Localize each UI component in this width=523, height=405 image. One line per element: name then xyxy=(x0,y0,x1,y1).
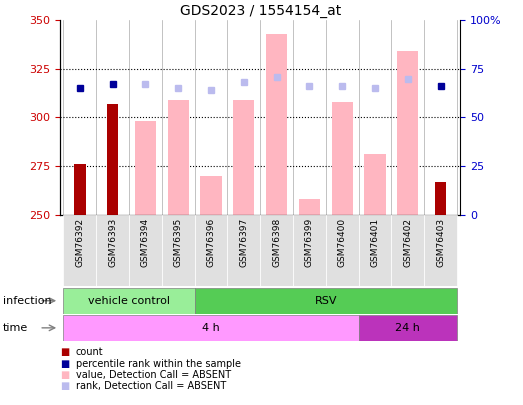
Bar xyxy=(260,215,293,286)
Text: GSM76403: GSM76403 xyxy=(436,218,445,267)
Bar xyxy=(135,122,156,215)
Bar xyxy=(96,215,129,286)
Text: value, Detection Call = ABSENT: value, Detection Call = ABSENT xyxy=(76,370,231,380)
Text: GSM76393: GSM76393 xyxy=(108,218,117,267)
Text: GSM76399: GSM76399 xyxy=(305,218,314,267)
Title: GDS2023 / 1554154_at: GDS2023 / 1554154_at xyxy=(179,4,341,18)
Text: RSV: RSV xyxy=(314,296,337,306)
Bar xyxy=(129,215,162,286)
Text: percentile rank within the sample: percentile rank within the sample xyxy=(76,359,241,369)
Bar xyxy=(63,315,359,341)
Text: GSM76396: GSM76396 xyxy=(207,218,215,267)
Bar xyxy=(63,288,195,314)
Text: GSM76398: GSM76398 xyxy=(272,218,281,267)
Bar xyxy=(233,100,255,215)
Text: GSM76402: GSM76402 xyxy=(403,218,412,267)
Text: rank, Detection Call = ABSENT: rank, Detection Call = ABSENT xyxy=(76,382,226,391)
Text: 24 h: 24 h xyxy=(395,323,420,333)
Bar xyxy=(228,215,260,286)
Text: ■: ■ xyxy=(60,382,70,391)
Text: vehicle control: vehicle control xyxy=(88,296,170,306)
Bar xyxy=(365,154,385,215)
Text: 4 h: 4 h xyxy=(202,323,220,333)
Text: GSM76392: GSM76392 xyxy=(75,218,84,267)
Text: GSM76394: GSM76394 xyxy=(141,218,150,267)
Bar xyxy=(107,104,118,215)
Bar xyxy=(359,315,457,341)
Text: GSM76400: GSM76400 xyxy=(338,218,347,267)
Bar xyxy=(63,215,96,286)
Bar xyxy=(293,215,326,286)
Bar xyxy=(397,51,418,215)
Bar xyxy=(424,215,457,286)
Bar xyxy=(391,215,424,286)
Text: ■: ■ xyxy=(60,370,70,380)
Bar xyxy=(195,215,228,286)
Bar xyxy=(435,181,446,215)
Bar xyxy=(299,199,320,215)
Bar xyxy=(74,164,86,215)
Bar xyxy=(162,215,195,286)
Text: infection: infection xyxy=(3,296,51,306)
Bar xyxy=(326,215,359,286)
Text: ■: ■ xyxy=(60,347,70,357)
Text: GSM76397: GSM76397 xyxy=(240,218,248,267)
Text: GSM76401: GSM76401 xyxy=(370,218,380,267)
Text: time: time xyxy=(3,323,28,333)
Text: ■: ■ xyxy=(60,359,70,369)
Bar xyxy=(266,34,287,215)
Bar xyxy=(332,102,353,215)
Bar xyxy=(200,176,222,215)
Bar xyxy=(195,288,457,314)
Text: count: count xyxy=(76,347,104,357)
Bar xyxy=(359,215,391,286)
Text: GSM76395: GSM76395 xyxy=(174,218,183,267)
Bar xyxy=(167,100,189,215)
